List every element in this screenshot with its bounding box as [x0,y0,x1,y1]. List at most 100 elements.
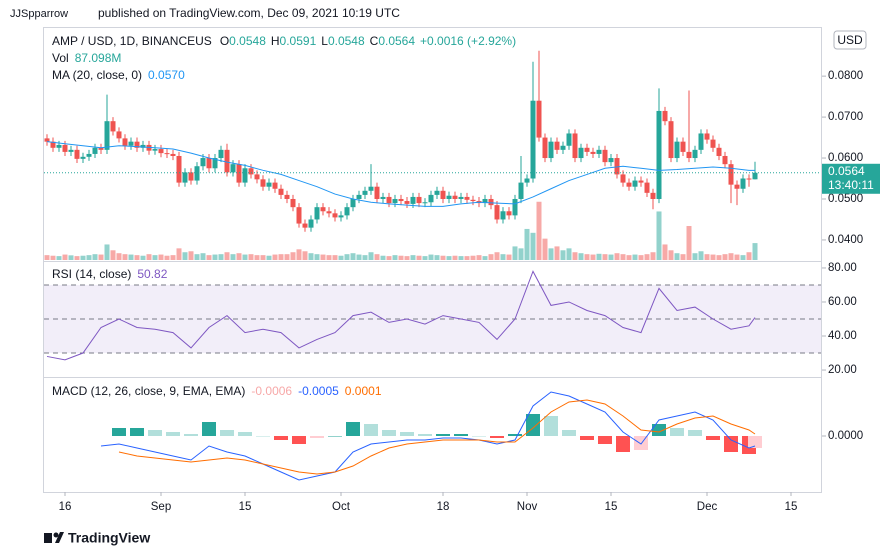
brand: TradingView [68,530,150,546]
candle-body [482,198,488,204]
y-tick-label: 60.00 [828,296,857,308]
change: +0.0016 (+2.92%) [420,34,516,48]
candle-body [314,207,320,220]
macd-histogram-bar [184,434,198,436]
macd-histogram-bar [364,424,378,436]
candle-body [62,144,68,152]
volume-bar [104,244,110,260]
y-tick-label: 0.0500 [828,193,863,205]
macd-histogram-bar [544,416,558,436]
volume-bar [470,255,476,260]
candle-body [704,133,710,140]
candle-body [464,196,470,200]
candle-body [218,149,224,159]
author: JJSpparrow [10,8,68,20]
candle-body [260,179,266,187]
x-tick-label: Dec [697,501,718,513]
macd-histogram-bar [748,436,762,448]
y-tick-label: 80.00 [828,262,857,274]
candle-body [356,194,362,199]
currency-box[interactable] [833,30,867,50]
macd-histogram-bar [166,432,180,436]
volume-bar [416,255,422,260]
volume-bar [314,254,320,260]
legend-volume: Vol 87.098M [52,51,121,65]
candle-body [332,213,338,218]
candle-body [542,137,548,159]
macd-histogram-bar [724,436,738,452]
macd-histogram-bar [202,422,216,436]
candle-body [368,186,374,191]
legend-ma: MA (20, close, 0) 0.0570 [52,68,185,82]
candle-body [578,147,584,159]
candle-body [320,207,326,212]
candle-body [440,190,446,199]
macd-histogram-bar [418,434,432,436]
volume-bar [164,255,170,260]
candle-body [176,155,182,183]
volume-bar [56,256,62,260]
candle-body [248,168,254,175]
volume-bar [332,255,338,260]
x-tick-label: Sep [151,501,171,513]
legend-main: AMP / USD, 1D, BINANCEUS O0.0548 H0.0591 L0… [52,34,516,48]
macd-line [100,391,756,481]
macd-histogram-bar [526,414,540,436]
volume-bar [392,255,398,260]
candle-body [74,149,80,159]
candle-body [446,195,452,199]
volume-bar [284,254,290,260]
volume-bar [626,255,632,260]
candle-body [566,133,572,146]
volume-bar [566,248,572,260]
volume-bar [578,253,584,260]
logo-shape [55,532,64,543]
volume-bar [464,256,470,260]
candle-body [674,141,680,159]
macd-histogram-bar [562,430,576,436]
volume-bar [608,254,614,260]
volume-bar [230,254,236,260]
volume-bar [356,254,362,260]
signal-line [118,399,756,475]
volume-bar [752,243,758,260]
candle-body [662,110,668,122]
volume-bar [614,253,620,260]
candle-body [632,180,638,187]
macd-histogram-bar [436,434,450,436]
logo [44,532,64,543]
volume-bar [128,254,134,260]
candle-body [374,186,380,199]
candle-body [410,196,416,204]
macd-histogram-bar [472,436,486,437]
volume-bar [338,255,344,260]
volume-bar [560,250,566,260]
volume-bar [728,253,734,260]
candle-body [44,138,50,142]
volume-bar [326,255,332,260]
macd-histogram-bar [130,428,144,436]
macd-histogram-bar [112,428,126,436]
volume-bar [152,255,158,260]
volume-bar [122,254,128,260]
volume-bar [590,254,596,260]
volume-bar [62,254,68,260]
volume-bar [86,255,92,260]
volume-bar [344,254,350,260]
volume-bar [290,252,296,260]
volume-bar [716,255,722,260]
volume-bar [398,255,404,260]
candle-body [326,211,332,214]
macd-histogram-bar [382,430,396,436]
volume-bar [170,255,176,260]
volume-bar [500,254,506,260]
volume-bar [596,253,602,260]
candle-body [548,141,554,159]
candle-body [416,196,422,204]
ohlc-key: C [370,34,379,48]
volume-bar [620,254,626,260]
candle-body [254,174,260,180]
y-tick-label: 0.0400 [828,234,863,246]
volume-bar [374,254,380,260]
volume-bar [320,254,326,260]
